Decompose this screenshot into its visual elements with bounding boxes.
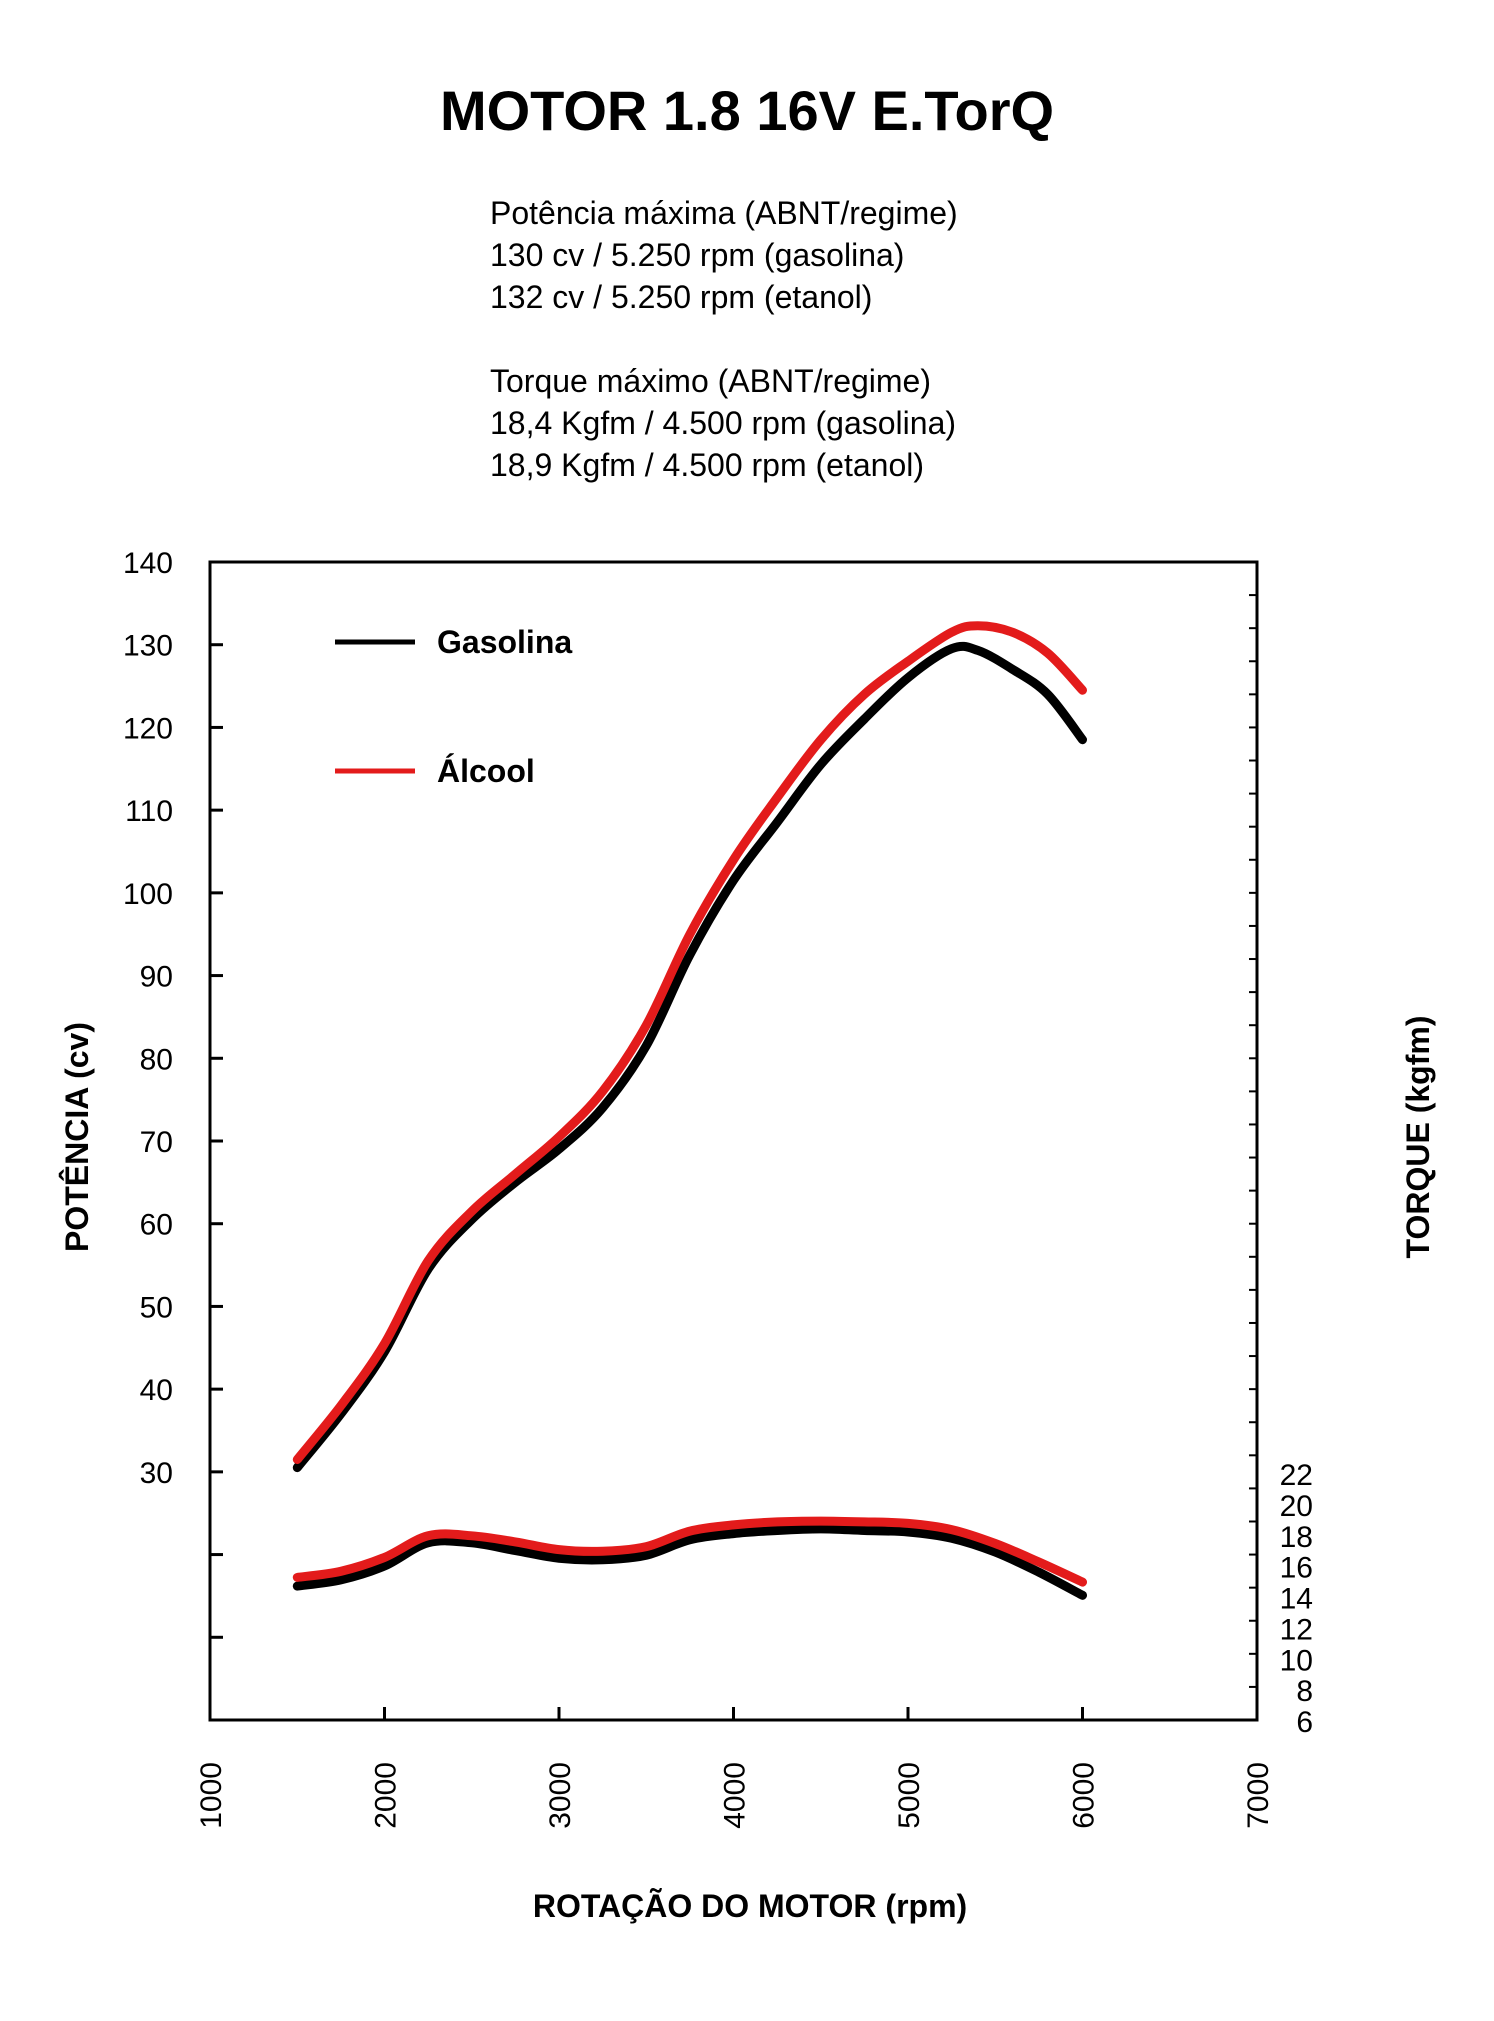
y-tick-label: 30 <box>140 1457 173 1490</box>
y-tick-label: 100 <box>123 878 173 911</box>
torque-gasolina: 18,4 Kgfm / 4.500 rpm (gasolina) <box>490 405 957 441</box>
torque-etanol: 18,9 Kgfm / 4.500 rpm (etanol) <box>490 447 924 483</box>
x-axis-label: ROTAÇÃO DO MOTOR (rpm) <box>533 1888 967 1924</box>
x-tick-label: 1000 <box>195 1762 228 1829</box>
chart-series <box>292 621 1087 1600</box>
y2-tick-label: 8 <box>1296 1675 1313 1708</box>
y2-tick-label: 10 <box>1280 1644 1313 1677</box>
y-tick-label: 50 <box>140 1291 173 1324</box>
y2-tick-label: 16 <box>1280 1552 1313 1585</box>
y-tick-label: 80 <box>140 1043 173 1076</box>
y-tick-label: 70 <box>140 1126 173 1159</box>
x-tick-label: 4000 <box>719 1762 752 1829</box>
y-tick-label: 90 <box>140 961 173 994</box>
torque-heading: Torque máximo (ABNT/regime) <box>490 363 931 399</box>
y2-tick-label: 6 <box>1296 1706 1313 1739</box>
x-tick-label: 2000 <box>370 1762 403 1829</box>
power-etanol: 132 cv / 5.250 rpm (etanol) <box>490 279 873 315</box>
y-tick-label: 40 <box>140 1374 173 1407</box>
y-tick-label: 110 <box>125 795 173 828</box>
y-tick-label: 130 <box>123 630 173 663</box>
power-line-gasolina <box>292 641 1087 1473</box>
y-tick-label: 140 <box>123 547 173 580</box>
power-line-alcool <box>292 621 1087 1464</box>
torque-line-gasolina <box>292 1524 1087 1600</box>
y-tick-label: 120 <box>123 712 173 745</box>
x-tick-label: 5000 <box>893 1762 926 1829</box>
legend-label-gasolina: Gasolina <box>437 624 572 660</box>
torque-line-alcool <box>292 1516 1087 1587</box>
y2-tick-label: 18 <box>1280 1521 1313 1554</box>
chart-axes: 3040506070809010011012013014068101214161… <box>123 547 1313 1829</box>
legend-label-alcool: Álcool <box>437 753 535 789</box>
chart-legend: Gasolina Álcool <box>335 624 572 789</box>
y2-tick-label: 14 <box>1280 1583 1313 1616</box>
x-tick-label: 6000 <box>1068 1762 1101 1829</box>
x-tick-label: 3000 <box>544 1762 577 1829</box>
y2-axis-label: TORQUE (kgfm) <box>1400 1016 1436 1259</box>
power-heading: Potência máxima (ABNT/regime) <box>490 195 958 231</box>
y-axis-label: POTÊNCIA (cv) <box>59 1022 95 1252</box>
engine-specs: Potência máxima (ABNT/regime) 130 cv / 5… <box>490 192 958 486</box>
y-tick-label: 60 <box>140 1209 173 1242</box>
plot-frame <box>208 560 1259 1722</box>
power-gasolina: 130 cv / 5.250 rpm (gasolina) <box>490 237 905 273</box>
chart-title: MOTOR 1.8 16V E.TorQ <box>439 79 1055 142</box>
y2-tick-label: 20 <box>1280 1490 1313 1523</box>
x-tick-label: 7000 <box>1242 1762 1275 1829</box>
y2-tick-label: 12 <box>1280 1613 1313 1646</box>
y2-tick-label: 22 <box>1280 1459 1313 1492</box>
